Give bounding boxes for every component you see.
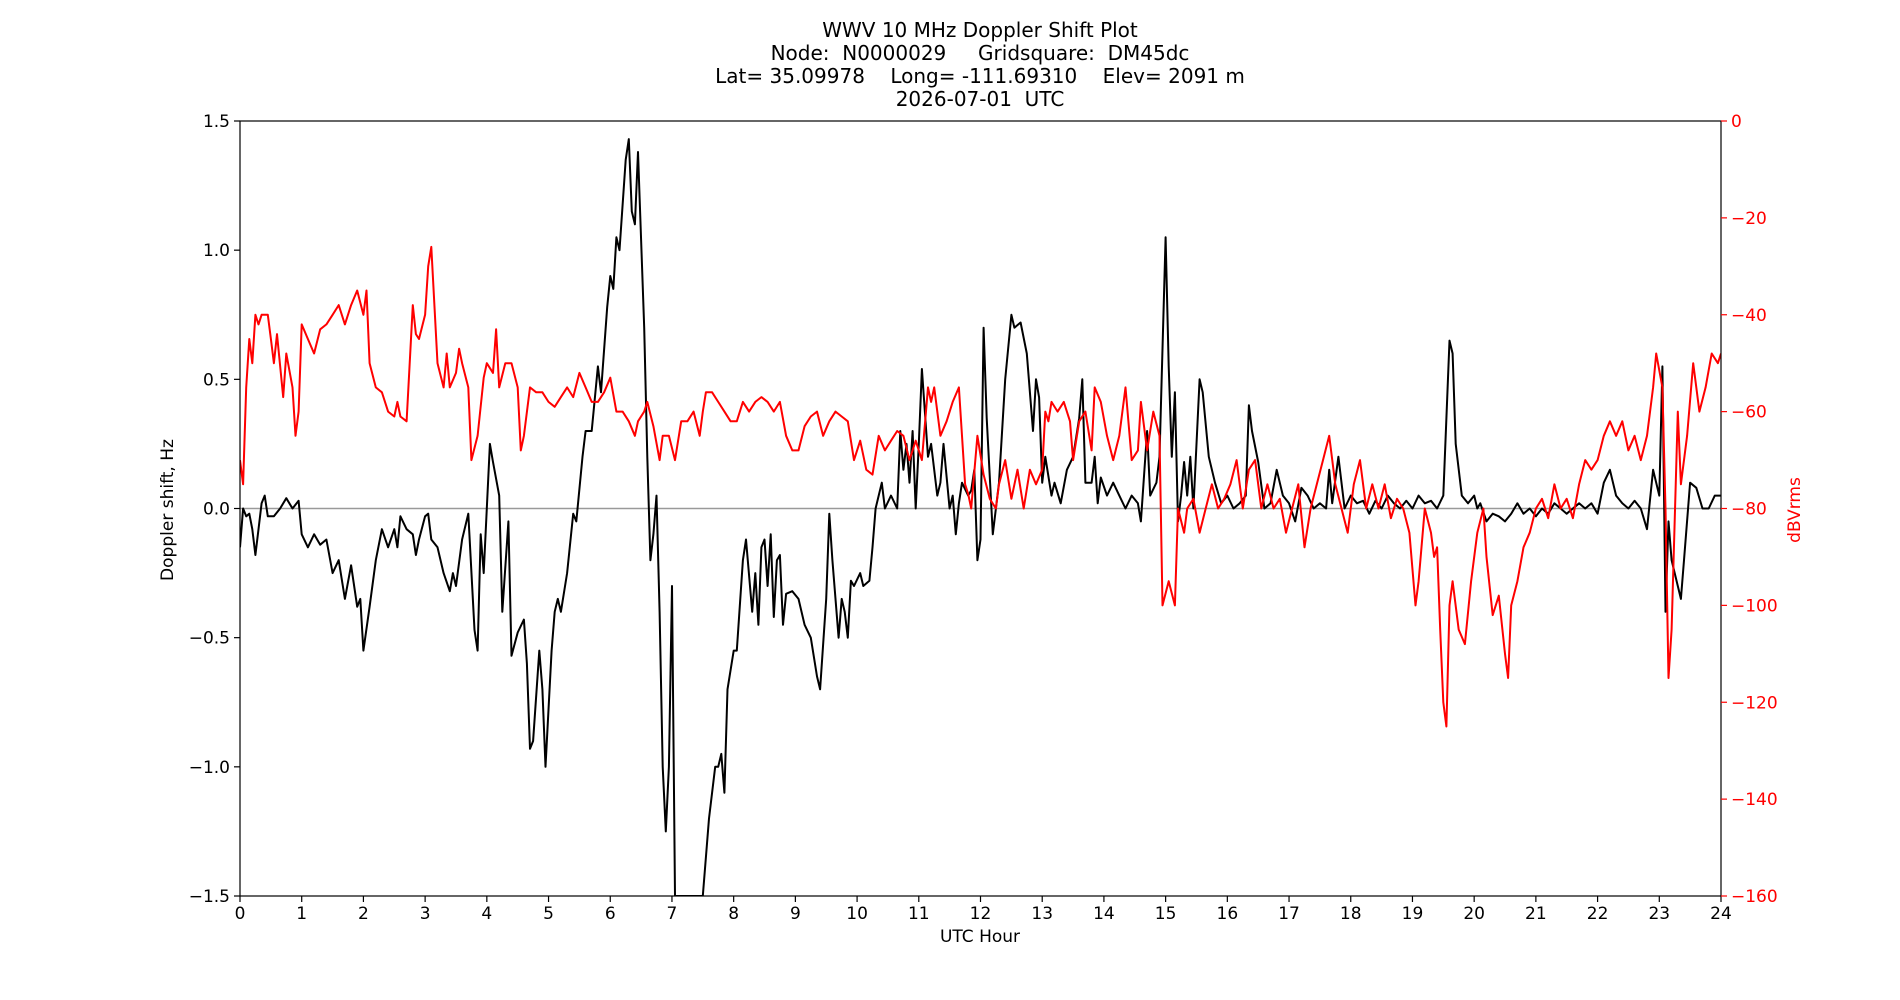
y2-axis-ticks: 0 −20 −40 −60 −80 −100 −120 −140 −160: [1721, 112, 1778, 907]
x-tick-label: 5: [543, 904, 554, 924]
x-tick-label: 17: [1278, 904, 1300, 924]
y2-tick-label: −100: [1731, 596, 1778, 616]
y-tick-label: 1.0: [203, 241, 230, 261]
y-tick-label: −1.0: [189, 758, 230, 778]
x-tick-label: 0: [235, 904, 246, 924]
series-layer: [240, 138, 1721, 896]
y-tick-label: −0.5: [189, 629, 230, 649]
x-axis-label: UTC Hour: [940, 927, 1020, 947]
y-tick-label: 0.5: [203, 370, 230, 390]
x-tick-label: 9: [790, 904, 801, 924]
x-tick-label: 13: [1031, 904, 1053, 924]
chart-title: WWV 10 MHz Doppler Shift Plot: [822, 18, 1138, 42]
x-tick-label: 3: [420, 904, 431, 924]
x-tick-label: 20: [1463, 904, 1485, 924]
y2-tick-label: 0: [1731, 112, 1742, 132]
y2-tick-label: −40: [1731, 306, 1767, 326]
x-tick-label: 7: [667, 904, 678, 924]
doppler-series-line: [240, 138, 1721, 896]
chart-subtitle-node: Node: N0000029 Gridsquare: DM45dc: [771, 41, 1190, 65]
chart-subtitle-location: Lat= 35.09978 Long= -111.69310 Elev= 209…: [715, 64, 1245, 88]
x-tick-label: 12: [970, 904, 992, 924]
x-tick-label: 8: [728, 904, 739, 924]
y2-tick-label: −20: [1731, 209, 1767, 229]
y2-tick-label: −160: [1731, 887, 1778, 907]
y-tick-label: 0.0: [203, 500, 230, 520]
y-tick-label: 1.5: [203, 112, 230, 132]
x-tick-label: 21: [1525, 904, 1547, 924]
chart-titles: WWV 10 MHz Doppler Shift Plot Node: N000…: [715, 18, 1245, 111]
y2-tick-label: −80: [1731, 500, 1767, 520]
x-tick-label: 4: [481, 904, 492, 924]
x-tick-label: 22: [1587, 904, 1609, 924]
x-tick-label: 24: [1710, 904, 1732, 924]
x-tick-label: 10: [846, 904, 868, 924]
x-tick-label: 14: [1093, 904, 1115, 924]
x-tick-label: 18: [1340, 904, 1362, 924]
y-tick-label: −1.5: [189, 887, 230, 907]
y-axis-ticks: 1.5 1.0 0.5 0.0 −0.5 −1.0 −1.5: [189, 112, 240, 907]
x-tick-label: 1: [296, 904, 307, 924]
x-tick-label: 19: [1402, 904, 1424, 924]
y-axis-label: Doppler shift, Hz: [158, 439, 178, 581]
x-tick-label: 6: [605, 904, 616, 924]
x-tick-label: 23: [1648, 904, 1670, 924]
chart-subtitle-date: 2026-07-01 UTC: [896, 87, 1065, 111]
x-tick-label: 2: [358, 904, 369, 924]
y2-tick-label: −120: [1731, 693, 1778, 713]
x-tick-label: 15: [1155, 904, 1177, 924]
y2-tick-label: −60: [1731, 403, 1767, 423]
x-axis-ticks: 0 1 2 3 4 5 6 7 8 9 10 11 12 13 14 15 16 17 18 19 20 21 22 23 24: [235, 896, 1732, 924]
y2-tick-label: −140: [1731, 790, 1778, 810]
x-tick-label: 11: [908, 904, 930, 924]
power-series-line: [240, 245, 1721, 728]
x-tick-label: 16: [1217, 904, 1239, 924]
y2-axis-label: dBVrms: [1785, 477, 1805, 543]
